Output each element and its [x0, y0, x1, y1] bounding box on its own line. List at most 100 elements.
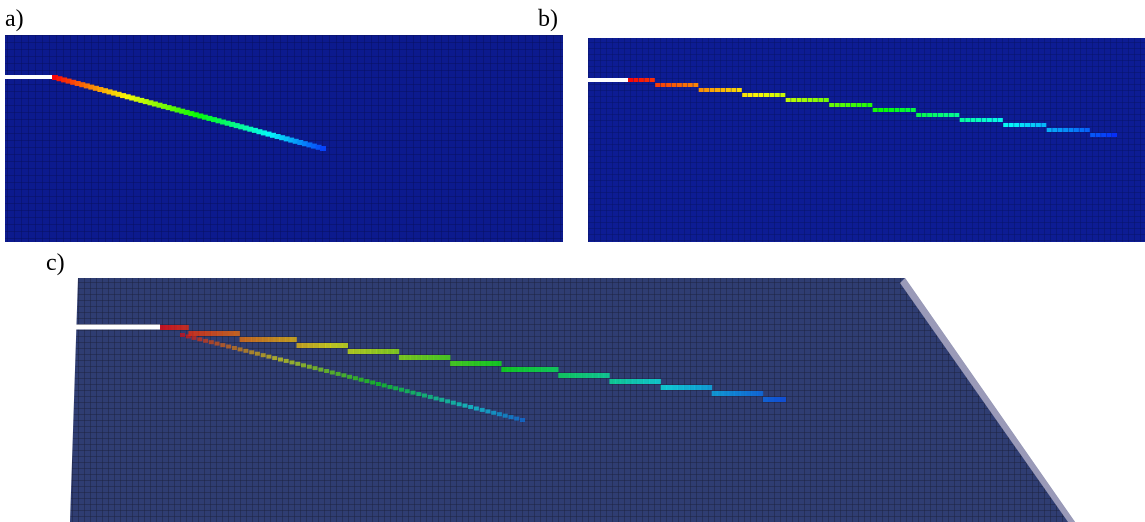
crack-element [878, 108, 884, 112]
crack-element [970, 118, 976, 122]
crack-element [283, 358, 289, 363]
crack-element [285, 337, 292, 342]
crack-element [575, 373, 582, 378]
crack-element [220, 343, 226, 348]
crack-element [251, 127, 258, 133]
crack-element [262, 337, 269, 342]
crack-element [491, 410, 497, 415]
crack-element [364, 379, 370, 384]
crack-element [682, 83, 688, 87]
crack-element [818, 98, 824, 102]
crack-element [375, 382, 381, 386]
crack-element [751, 391, 758, 396]
crack-element [666, 83, 672, 87]
crack-element [206, 115, 213, 121]
crack-element [297, 140, 304, 145]
crack-element [1014, 123, 1020, 127]
crack-element [704, 88, 710, 92]
crack-element [156, 102, 163, 108]
crack-element [997, 118, 1003, 122]
crack-element [546, 367, 553, 372]
crack-element [715, 88, 720, 92]
crack-element [628, 78, 633, 82]
crack-element [211, 331, 218, 336]
crack-element [802, 98, 807, 102]
crack-element [214, 341, 220, 346]
crack-element [981, 118, 987, 122]
crack-element [676, 83, 682, 87]
crack-element [165, 325, 172, 330]
crack-element [404, 355, 411, 360]
crack-element [694, 385, 701, 390]
crack-element [780, 93, 786, 97]
crack-element [660, 385, 667, 390]
crack-element [541, 367, 548, 372]
crack-element [644, 78, 650, 82]
crack-element [649, 78, 655, 82]
crack-element [74, 81, 81, 86]
crack-element [229, 121, 236, 127]
crack-element [237, 347, 243, 352]
crack-element [742, 93, 748, 97]
crack-element [518, 367, 525, 372]
panel-label: a) [5, 6, 24, 32]
crack-element [643, 379, 650, 384]
crack-element [106, 89, 113, 95]
crack-element [192, 112, 199, 118]
crack-element [249, 350, 255, 355]
crack-element [56, 76, 63, 82]
crack-element [867, 103, 873, 107]
crack-element [769, 93, 775, 97]
crack-element [514, 416, 520, 421]
crack-element [177, 325, 184, 330]
crack-element [160, 325, 166, 330]
crack-element [381, 349, 388, 354]
crack-element [358, 377, 364, 382]
crack-element [1079, 128, 1085, 132]
crack-element [1057, 128, 1063, 132]
crack-element [461, 361, 468, 366]
crack-element [501, 367, 508, 372]
crack-element [272, 356, 278, 361]
crack-element [535, 367, 542, 372]
crack-element [203, 338, 209, 343]
crack-element [921, 113, 927, 117]
crack-element [364, 349, 371, 354]
crack-element [927, 113, 933, 117]
crack-element [851, 103, 856, 107]
crack-element [335, 371, 341, 376]
panel-label: c) [46, 250, 65, 276]
crack-element [768, 397, 775, 402]
crack-element [266, 354, 272, 359]
crack-element [279, 135, 286, 141]
crack-element [421, 355, 428, 360]
crack-element [473, 406, 479, 411]
crack-element [347, 349, 354, 354]
crack-element [450, 400, 456, 405]
crack-element [278, 357, 283, 362]
crack-element [307, 343, 314, 348]
crack-element [138, 97, 145, 103]
crack-element [320, 146, 326, 151]
crack-element [359, 349, 366, 354]
crack-element [233, 331, 240, 336]
crack-element [856, 103, 862, 107]
crack-element [1025, 123, 1030, 127]
crack-element [502, 413, 508, 418]
crack-element [279, 337, 286, 342]
crack-element [558, 373, 565, 378]
crack-element [393, 349, 400, 354]
crack-element [1068, 128, 1074, 132]
crack-element [111, 90, 118, 96]
crack-element [194, 331, 201, 336]
crack-element [290, 337, 297, 342]
crack-element [427, 394, 433, 399]
crack-element [295, 361, 301, 366]
crack-element [472, 361, 479, 366]
crack-element [456, 402, 462, 407]
crack-element [301, 141, 308, 147]
crack-element [829, 103, 835, 107]
crack-element [552, 367, 559, 372]
